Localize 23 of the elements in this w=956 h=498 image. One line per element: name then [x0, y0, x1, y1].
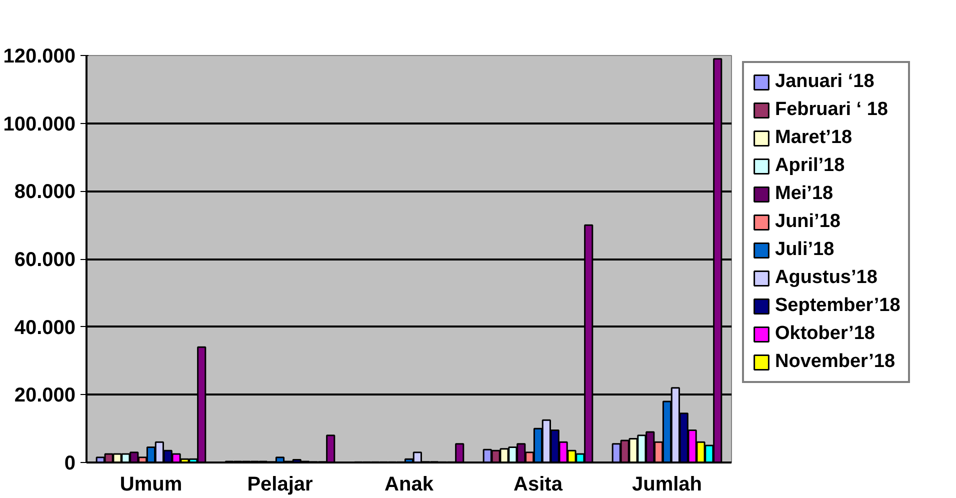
y-tick-label: 20.000 — [14, 384, 76, 407]
legend-label: Mei’18 — [775, 183, 834, 205]
legend-label: Januari ‘18 — [775, 71, 874, 93]
x-tick-label: Umum — [120, 474, 182, 496]
legend-label: Juli’18 — [775, 239, 834, 261]
legend-label: November’18 — [775, 351, 896, 373]
legend-label: April’18 — [775, 155, 845, 177]
y-tick-label: 100.000 — [3, 113, 76, 136]
y-tick-label: 80.000 — [14, 181, 76, 204]
legend-label: September’18 — [775, 295, 900, 317]
legend-label: Februari ‘ 18 — [775, 99, 888, 121]
legend-label: Juni’18 — [775, 211, 840, 233]
legend-label: Agustus’18 — [775, 267, 878, 289]
y-tick-label: 40.000 — [14, 316, 76, 339]
y-tick-label: 120.000 — [3, 46, 76, 68]
legend-label: Maret’18 — [775, 127, 852, 149]
x-tick-label: Asita — [514, 474, 564, 496]
x-tick-label: Anak — [384, 474, 434, 496]
legend-label: Oktober’18 — [775, 323, 875, 345]
x-tick-label: Jumlah — [632, 474, 702, 496]
y-tick-label: 0 — [64, 452, 76, 474]
y-tick-label: 60.000 — [14, 249, 76, 271]
x-tick-label: Pelajar — [247, 474, 314, 496]
